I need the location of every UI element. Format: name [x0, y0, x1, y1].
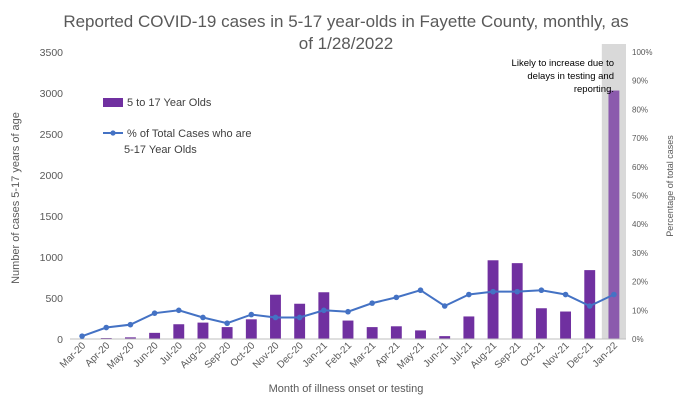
legend-bar-label: 5 to 17 Year Olds — [127, 97, 212, 109]
y-axis-left-label: Number of cases 5-17 years of age — [10, 112, 22, 284]
bar-Jan-22 — [608, 90, 620, 339]
percent-point-Dec-21 — [586, 303, 593, 309]
x-tick-Dec-20: Dec-20 — [275, 340, 306, 371]
y-left-tick-3000: 3000 — [40, 88, 64, 100]
x-tick-Feb-21: Feb-21 — [324, 340, 354, 370]
chart-title-line2: of 1/28/2022 — [299, 34, 394, 53]
chart-title-line1: Reported COVID-19 cases in 5-17 year-old… — [63, 12, 628, 31]
percent-point-Dec-20 — [296, 314, 303, 321]
bar-Oct-20 — [245, 319, 257, 339]
y-right-tick-70%: 70% — [632, 134, 648, 143]
y-left-tick-1500: 1500 — [40, 211, 64, 223]
bar-Aug-20 — [197, 322, 209, 339]
y-right-tick-40%: 40% — [632, 220, 648, 229]
x-axis-ticks: Mar-20Apr-20May-20Jun-20Jul-20Aug-20Sep-… — [58, 340, 620, 372]
bar-Aug-21 — [487, 260, 499, 339]
y-right-tick-60%: 60% — [632, 163, 648, 172]
percent-point-Oct-21 — [538, 287, 545, 294]
percent-point-Jul-20 — [175, 307, 182, 314]
percent-point-Nov-21 — [562, 291, 569, 298]
bar-Jul-20 — [173, 324, 185, 339]
y-right-tick-20%: 20% — [632, 278, 648, 287]
left-axis-ticks: 0 500 1000 1500 2000 2500 3000 3500 — [40, 47, 64, 346]
bar-Dec-20 — [294, 303, 306, 339]
percent-point-Aug-21 — [490, 288, 496, 295]
bar-Feb-21 — [342, 320, 354, 339]
y-right-tick-80%: 80% — [632, 105, 648, 114]
bar-Jun-21 — [439, 336, 451, 339]
bar-Nov-21 — [560, 311, 572, 339]
percent-point-Feb-21 — [345, 308, 351, 315]
x-tick-Jun-20: Jun-20 — [131, 340, 161, 370]
y-right-tick-100%: 100% — [632, 48, 652, 57]
y-left-tick-1000: 1000 — [40, 252, 64, 264]
percent-point-Jan-22 — [611, 291, 617, 298]
percent-point-May-21 — [417, 287, 424, 294]
y-right-tick-0%: 0% — [632, 335, 644, 344]
bar-Sep-20 — [221, 327, 233, 339]
legend-line-label-1: % of Total Cases who are — [127, 128, 252, 140]
line-layer — [79, 287, 617, 339]
y-left-tick-2000: 2000 — [40, 170, 64, 182]
bar-Apr-21 — [390, 326, 402, 339]
y-right-tick-90%: 90% — [632, 77, 648, 86]
x-tick-Jan-22: Jan-22 — [591, 340, 621, 370]
y-right-tick-30%: 30% — [632, 249, 648, 258]
percent-point-Jun-20 — [151, 310, 158, 316]
percent-point-Apr-20 — [103, 324, 110, 331]
percent-point-Nov-20 — [272, 314, 279, 321]
percent-point-Jan-21 — [321, 307, 327, 314]
bar-May-20 — [124, 337, 136, 339]
annotation: Likely to increase due to delays in test… — [512, 58, 614, 95]
x-tick-Jun-21: Jun-21 — [421, 340, 451, 370]
annotation-line-1: Likely to increase due to — [512, 58, 614, 69]
bar-Mar-21 — [366, 327, 378, 339]
x-tick-Sep-21: Sep-21 — [493, 340, 524, 371]
x-tick-May-21: May-21 — [395, 340, 427, 372]
percent-point-Mar-20 — [79, 333, 85, 339]
percent-point-Sep-21 — [514, 288, 521, 295]
y-left-tick-500: 500 — [45, 293, 63, 305]
bar-Jul-21 — [463, 316, 475, 339]
percent-point-Jun-21 — [441, 303, 448, 309]
legend-bar-swatch — [103, 98, 123, 107]
y-left-tick-0: 0 — [57, 334, 63, 346]
percent-point-Apr-21 — [393, 294, 400, 301]
annotation-line-3: reporting. — [574, 84, 614, 95]
percent-point-Jul-21 — [466, 291, 472, 298]
percent-point-Aug-20 — [200, 314, 206, 321]
x-tick-May-20: May-20 — [105, 340, 137, 372]
percent-point-Sep-20 — [224, 320, 230, 327]
right-axis-ticks: 0% 10% 20% 30% 40% 50% 60% 70% 80% 90% 100% — [632, 48, 652, 344]
y-right-tick-50%: 50% — [632, 192, 648, 201]
bar-May-21 — [415, 330, 426, 339]
y-left-tick-3500: 3500 — [40, 47, 64, 59]
annotation-line-2: delays in testing and — [527, 71, 614, 82]
bar-Sep-21 — [511, 263, 523, 339]
percent-point-Oct-20 — [248, 311, 255, 318]
legend: 5 to 17 Year Olds % of Total Cases who a… — [103, 97, 252, 156]
legend-line-label-2: 5-17 Year Olds — [124, 144, 197, 156]
bar-Jun-20 — [149, 332, 161, 339]
percent-point-May-20 — [127, 321, 134, 328]
bar-Jan-21 — [318, 292, 330, 339]
bar-Oct-21 — [535, 308, 547, 339]
x-tick-Mar-21: Mar-21 — [348, 340, 378, 370]
y-left-tick-2500: 2500 — [40, 129, 64, 141]
x-tick-Sep-20: Sep-20 — [203, 340, 234, 371]
percent-point-Mar-21 — [369, 300, 375, 306]
y-axis-right-label: Percentage of total cases — [665, 135, 675, 237]
x-axis-label: Month of illness onset or testing — [269, 383, 424, 395]
legend-line-marker — [110, 130, 116, 136]
y-right-tick-10%: 10% — [632, 306, 648, 315]
x-tick-Dec-21: Dec-21 — [565, 340, 596, 371]
